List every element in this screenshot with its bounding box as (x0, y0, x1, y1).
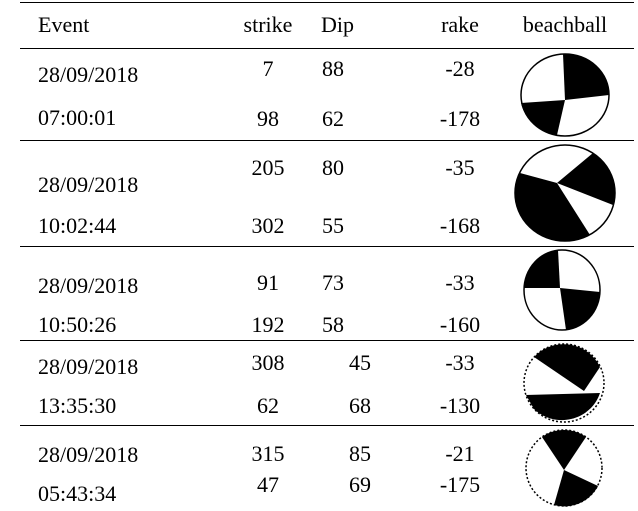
value-cell: -130 (439, 393, 481, 418)
event-text: 28/09/2018 (38, 354, 139, 379)
value-cell: 55 (322, 213, 344, 238)
value-cell: -21 (445, 441, 475, 466)
event-text: 05:43:34 (38, 481, 117, 506)
rule (20, 2, 634, 3)
value-cell: 68 (349, 393, 371, 418)
value-cell: -160 (439, 312, 481, 337)
header-cell: beachball (522, 12, 608, 37)
value-cell: 205 (251, 155, 285, 180)
value-cell: -178 (439, 106, 481, 131)
value-cell: -35 (445, 155, 475, 180)
value-cell: 69 (349, 472, 371, 497)
value-cell: 45 (349, 350, 371, 375)
value-cell: 85 (349, 441, 371, 466)
event-text: 10:50:26 (38, 312, 117, 337)
beachball (523, 249, 601, 331)
value-cell: -33 (445, 350, 475, 375)
beachball (525, 429, 603, 507)
beachball (523, 343, 605, 423)
value-cell: -168 (439, 213, 481, 238)
event-text: 28/09/2018 (38, 172, 139, 197)
value-cell: 7 (262, 56, 274, 81)
rule (20, 340, 634, 341)
value-cell: 58 (322, 312, 344, 337)
event-text: 07:00:01 (38, 105, 117, 130)
value-cell: 47 (257, 472, 279, 497)
value-cell: 98 (257, 106, 279, 131)
value-cell: 62 (322, 106, 344, 131)
rule (20, 425, 634, 426)
value-cell: -33 (445, 270, 475, 295)
value-cell: 73 (322, 270, 344, 295)
value-cell: 62 (257, 393, 279, 418)
header-cell: Dip (321, 12, 354, 37)
header-cell: strike (243, 12, 293, 37)
value-cell: 91 (257, 270, 279, 295)
header-cell: rake (441, 12, 479, 37)
beachball (514, 144, 616, 242)
value-cell: 302 (251, 213, 285, 238)
rule (20, 140, 634, 141)
header-cell: Event (38, 12, 90, 37)
value-cell: 308 (251, 350, 285, 375)
value-cell: 192 (251, 312, 285, 337)
value-cell: 80 (322, 155, 344, 180)
value-cell: -175 (439, 472, 481, 497)
event-text: 13:35:30 (38, 393, 117, 418)
value-cell: -28 (445, 56, 475, 81)
value-cell: 315 (251, 441, 285, 466)
value-cell: 88 (322, 56, 344, 81)
rule (20, 246, 634, 247)
event-text: 28/09/2018 (38, 62, 139, 87)
event-text: 10:02:44 (38, 213, 117, 238)
rule (20, 48, 634, 49)
beachball (520, 53, 610, 137)
event-text: 28/09/2018 (38, 273, 139, 298)
event-text: 28/09/2018 (38, 442, 139, 467)
